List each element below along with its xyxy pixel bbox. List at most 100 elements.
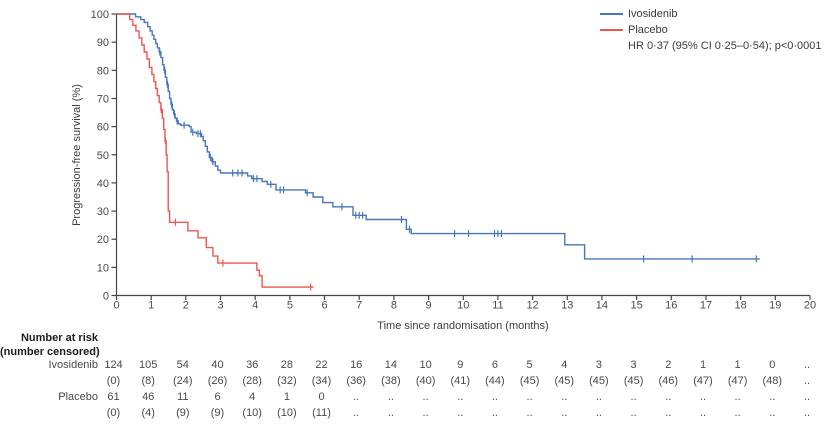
risk-cell: (34) — [311, 374, 332, 387]
legend-label-ivosidenib: Ivosidenib — [628, 8, 678, 20]
x-tick-label: 4 — [252, 300, 258, 312]
y-tick-label: 100 — [91, 9, 109, 21]
risk-cell: 11 — [177, 391, 189, 403]
risk-cell: 36 — [246, 359, 259, 371]
y-tick-label: 70 — [97, 94, 109, 106]
risk-cell: (26) — [207, 374, 228, 387]
risk-cell: 1 — [734, 359, 741, 371]
risk-cell: .. — [665, 391, 672, 403]
y-tick-label: 80 — [97, 65, 109, 77]
risk-cell: (47) — [693, 374, 713, 387]
risk-cell: .. — [803, 391, 811, 403]
x-axis-title: Time since randomisation (months) — [377, 320, 549, 332]
risk-cell: .. — [526, 391, 533, 403]
hr-annotation: HR 0·37 (95% CI 0·25–0·54); p<0·0001 — [628, 40, 822, 52]
x-tick-label: 0 — [113, 300, 119, 312]
risk-cell: .. — [734, 391, 741, 403]
risk-cell: .. — [353, 391, 360, 403]
x-tick-label: 3 — [217, 300, 223, 312]
risk-table-header-line2: (number censored) — [0, 346, 100, 358]
risk-cell: .. — [387, 406, 394, 419]
risk-cell: (45) — [589, 374, 609, 387]
risk-cell: .. — [665, 406, 672, 419]
risk-cell: 40 — [211, 359, 224, 371]
risk-row-label-ivosidenib: Ivosidenib — [48, 359, 98, 371]
y-tick-label: 10 — [97, 262, 109, 274]
risk-cell: .. — [491, 406, 498, 419]
risk-cell: (32) — [277, 374, 297, 387]
risk-cell: 6 — [214, 391, 221, 403]
risk-cell: (4) — [141, 406, 155, 419]
x-tick-label: 11 — [492, 300, 503, 312]
risk-cell: (40) — [415, 374, 436, 387]
risk-cell: .. — [630, 406, 637, 419]
y-tick-label: 0 — [103, 291, 109, 303]
risk-cell: .. — [457, 391, 464, 403]
risk-cell: (10) — [277, 406, 297, 419]
risk-cell: 54 — [176, 359, 189, 371]
legend-item-placebo: Placebo — [600, 22, 822, 38]
y-tick-label: 40 — [97, 178, 109, 190]
risk-cell: .. — [353, 406, 360, 419]
ivosidenib-line-swatch — [600, 13, 623, 15]
risk-cell: (45) — [623, 374, 644, 387]
risk-cell: .. — [769, 391, 776, 403]
x-tick-label: 7 — [356, 300, 362, 312]
x-tick-label: 10 — [457, 300, 469, 312]
risk-cell: (45) — [519, 374, 540, 387]
risk-cell: (47) — [727, 374, 748, 387]
risk-cell: .. — [630, 391, 637, 403]
risk-cell: 1 — [699, 359, 707, 371]
ivosidenib-survival-curve — [116, 13, 760, 260]
legend-label-placebo: Placebo — [628, 24, 668, 36]
risk-cell: (48) — [762, 374, 783, 387]
y-tick-label: 60 — [97, 122, 109, 134]
risk-cell: (0) — [106, 374, 121, 387]
risk-cell: 105 — [139, 359, 158, 371]
risk-cell: .. — [561, 406, 568, 419]
x-tick-label: 15 — [630, 300, 642, 312]
risk-cell: (36) — [346, 374, 366, 387]
legend-item-ivosidenib: Ivosidenib — [600, 6, 822, 22]
risk-cell: 4 — [561, 359, 568, 371]
risk-cell: (38) — [381, 374, 401, 387]
risk-cell: .. — [769, 406, 776, 419]
risk-cell: 9 — [457, 359, 464, 371]
risk-cell: 0 — [318, 391, 325, 403]
risk-cell: .. — [526, 406, 533, 419]
x-tick-label: 16 — [665, 300, 677, 312]
risk-cell: (46) — [658, 374, 679, 387]
risk-cell: .. — [803, 359, 811, 371]
risk-cell: 10 — [419, 359, 432, 371]
risk-cell: .. — [422, 391, 429, 403]
risk-table-header-line1: Number at risk — [20, 332, 98, 344]
risk-cell: 3 — [630, 359, 637, 371]
risk-cell: (28) — [242, 374, 262, 387]
risk-cell: 46 — [142, 391, 155, 403]
y-tick-label: 90 — [97, 37, 109, 49]
x-tick-label: 17 — [700, 300, 712, 312]
risk-cell: .. — [803, 406, 811, 419]
risk-cell: 1 — [283, 391, 290, 403]
y-tick-label: 50 — [97, 150, 109, 162]
risk-cell: (0) — [106, 406, 121, 419]
risk-cell: 124 — [104, 359, 123, 371]
risk-cell: .. — [803, 374, 811, 387]
x-tick-label: 20 — [804, 300, 816, 312]
y-tick-label: 20 — [97, 234, 109, 246]
placebo-line-swatch — [600, 29, 623, 31]
risk-cell: (24) — [173, 374, 193, 387]
risk-cell: .. — [734, 406, 741, 419]
risk-cell: .. — [699, 406, 707, 419]
x-tick-label: 6 — [321, 300, 327, 312]
risk-cell: (8) — [141, 374, 155, 387]
x-tick-label: 19 — [769, 300, 781, 312]
risk-cell: (9) — [210, 406, 225, 419]
risk-cell: 2 — [665, 359, 672, 371]
x-tick-label: 2 — [183, 300, 189, 312]
risk-row-label-placebo: Placebo — [58, 391, 98, 403]
x-tick-label: 9 — [426, 300, 432, 312]
x-tick-label: 12 — [526, 300, 538, 312]
x-tick-label: 13 — [561, 300, 573, 312]
